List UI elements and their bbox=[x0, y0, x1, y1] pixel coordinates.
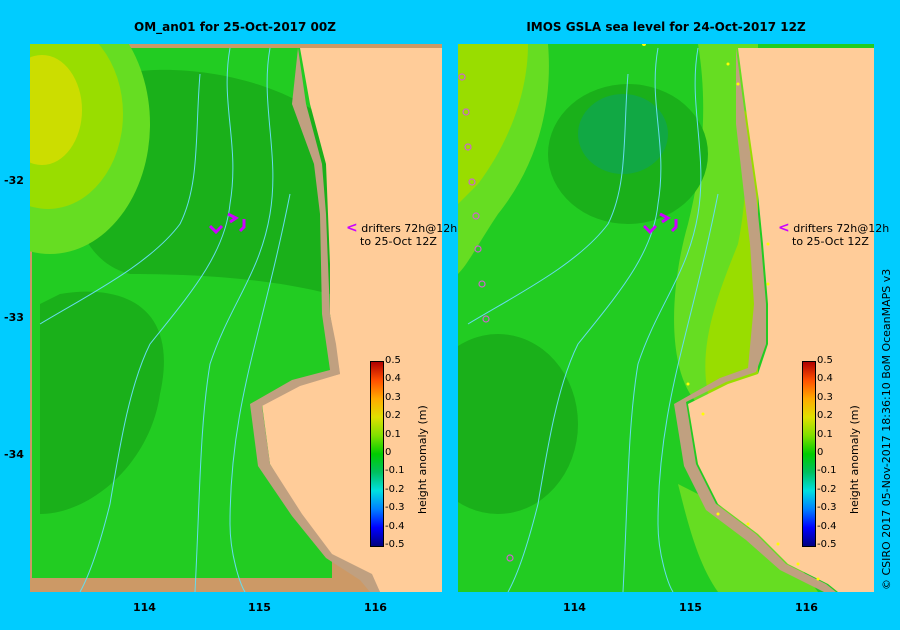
left-annotation-arrow: < bbox=[346, 220, 358, 236]
left-colorbar bbox=[370, 361, 384, 547]
left-map bbox=[30, 44, 442, 592]
cbar-tick: 0.4 bbox=[385, 373, 401, 385]
cbar-tick: 0.5 bbox=[385, 355, 401, 366]
left-colorbar-ticks: 0.5 0.4 0.3 0.2 0.1 0 -0.1 -0.2 -0.3 -0.… bbox=[385, 355, 411, 550]
cbar-tick: 0.2 bbox=[385, 410, 401, 422]
cbar-tick: 0.4 bbox=[817, 373, 833, 385]
right-drifter-annotation: < drifters 72h@12h to 25-Oct 12Z bbox=[778, 220, 890, 248]
left-drifter-annotation: < drifters 72h@12h to 25-Oct 12Z bbox=[346, 220, 458, 248]
cbar-tick: -0.2 bbox=[817, 483, 837, 495]
lon-tick: 115 bbox=[679, 601, 702, 614]
left-colorbar-label: height anomaly (m) bbox=[416, 405, 429, 514]
cbar-tick: 0.3 bbox=[385, 391, 401, 403]
right-colorbar-label: height anomaly (m) bbox=[848, 405, 861, 514]
lon-tick: 114 bbox=[563, 601, 586, 614]
cbar-tick: 0.1 bbox=[817, 428, 833, 440]
cbar-tick: -0.5 bbox=[817, 538, 837, 550]
right-annotation-arrow: < bbox=[778, 220, 790, 236]
cbar-tick: -0.4 bbox=[817, 520, 837, 532]
cbar-tick: -0.3 bbox=[385, 502, 405, 514]
right-panel-title: IMOS GSLA sea level for 24-Oct-2017 12Z bbox=[526, 20, 806, 34]
cbar-tick: -0.1 bbox=[817, 465, 837, 477]
right-annotation-line1: drifters 72h@12h bbox=[793, 222, 890, 235]
cbar-tick: -0.2 bbox=[385, 483, 405, 495]
copyright-text: © CSIRO 2017 05-Nov-2017 18:36:10 BoM Oc… bbox=[880, 268, 893, 590]
left-annotation-line2: to 25-Oct 12Z bbox=[360, 235, 437, 248]
cbar-tick: 0.1 bbox=[385, 428, 401, 440]
cbar-tick: -0.4 bbox=[385, 520, 405, 532]
lat-tick: -32 bbox=[4, 174, 24, 187]
right-colorbar-ticks: 0.5 0.4 0.3 0.2 0.1 0 -0.1 -0.2 -0.3 -0.… bbox=[817, 355, 843, 550]
right-map bbox=[458, 44, 874, 592]
cbar-tick: 0.2 bbox=[817, 410, 833, 422]
cbar-tick: 0 bbox=[817, 446, 824, 458]
lat-tick: -34 bbox=[4, 448, 24, 461]
cbar-tick: 0 bbox=[385, 446, 392, 458]
cbar-tick: -0.1 bbox=[385, 465, 405, 477]
right-annotation-line2: to 25-Oct 12Z bbox=[792, 235, 869, 248]
left-panel-title: OM_an01 for 25-Oct-2017 00Z bbox=[134, 20, 336, 34]
lon-tick: 116 bbox=[795, 601, 818, 614]
lon-tick: 114 bbox=[133, 601, 156, 614]
cbar-tick: -0.5 bbox=[385, 538, 405, 550]
cbar-tick: -0.3 bbox=[817, 502, 837, 514]
right-colorbar bbox=[802, 361, 816, 547]
lon-tick: 116 bbox=[364, 601, 387, 614]
lat-tick: -33 bbox=[4, 311, 24, 324]
left-annotation-line1: drifters 72h@12h bbox=[361, 222, 458, 235]
cbar-tick: 0.3 bbox=[817, 391, 833, 403]
lon-tick: 115 bbox=[248, 601, 271, 614]
cbar-tick: 0.5 bbox=[817, 355, 833, 366]
